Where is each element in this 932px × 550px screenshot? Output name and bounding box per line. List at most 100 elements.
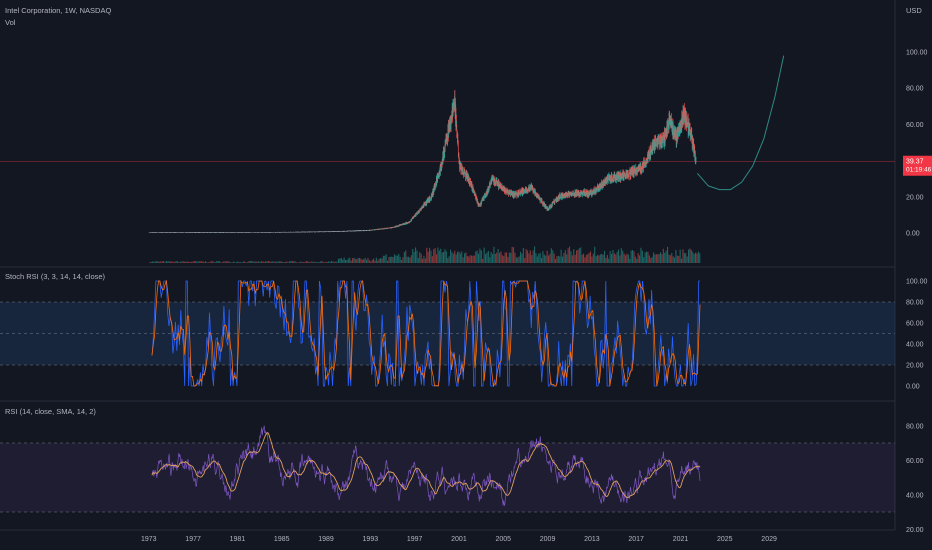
volume-bar bbox=[598, 255, 600, 263]
volume-bar bbox=[254, 262, 256, 263]
volume-bar bbox=[196, 261, 198, 263]
rsi-axis-tick-label: 60.00 bbox=[906, 458, 924, 465]
volume-bar bbox=[518, 256, 520, 263]
volume-bar bbox=[384, 255, 386, 263]
volume-bar bbox=[606, 254, 608, 263]
volume-bar bbox=[347, 258, 349, 263]
projection-curve bbox=[696, 55, 785, 191]
volume-bar bbox=[654, 254, 656, 263]
volume-bar bbox=[305, 260, 307, 263]
volume-bar bbox=[343, 257, 345, 263]
symbol-title[interactable]: Intel Corporation, 1W, NASDAQ bbox=[5, 6, 112, 15]
volume-bar bbox=[177, 261, 179, 263]
volume-bar bbox=[354, 258, 356, 263]
volume-bar bbox=[364, 257, 366, 263]
volume-bar bbox=[587, 254, 589, 263]
volume-bar bbox=[307, 261, 309, 263]
volume-bar bbox=[314, 261, 316, 263]
volume-bar bbox=[618, 249, 620, 263]
volume-bar bbox=[674, 257, 676, 263]
volume-bar bbox=[186, 261, 188, 263]
volume-bar bbox=[478, 253, 480, 263]
volume-bar bbox=[490, 251, 492, 263]
volume-bar bbox=[550, 248, 552, 263]
volume-bar bbox=[346, 260, 348, 263]
volume-bar bbox=[651, 256, 653, 263]
volume-label[interactable]: Vol bbox=[5, 18, 16, 27]
volume-bar bbox=[648, 255, 650, 263]
volume-bar bbox=[333, 261, 335, 263]
volume-bar bbox=[667, 246, 669, 263]
volume-bar bbox=[161, 261, 163, 263]
stoch-rsi-title[interactable]: Stoch RSI (3, 3, 14, 14, close) bbox=[5, 272, 106, 281]
volume-bar bbox=[258, 261, 260, 263]
volume-bar bbox=[301, 262, 303, 263]
volume-bar bbox=[249, 261, 251, 263]
time-axis-tick-label: 2005 bbox=[495, 536, 511, 543]
volume-bar bbox=[636, 258, 638, 263]
volume-bar bbox=[153, 261, 155, 263]
volume-bar bbox=[585, 254, 587, 263]
volume-bar bbox=[422, 258, 424, 263]
volume-bar bbox=[311, 261, 313, 263]
rsi-ma-line bbox=[151, 432, 701, 499]
volume-bar bbox=[531, 255, 533, 263]
volume-bar bbox=[664, 252, 666, 263]
volume-bar bbox=[276, 261, 278, 263]
volume-bar bbox=[233, 261, 235, 263]
volume-bar bbox=[234, 262, 236, 263]
volume-bar bbox=[387, 260, 389, 263]
volume-bar bbox=[686, 256, 688, 263]
volume-bar bbox=[511, 246, 513, 263]
volume-bar bbox=[367, 257, 369, 263]
volume-bar bbox=[242, 261, 244, 263]
volume-bar bbox=[492, 254, 494, 263]
volume-bar bbox=[290, 261, 292, 263]
volume-bar bbox=[580, 247, 582, 263]
volume-bar bbox=[318, 261, 320, 263]
volume-bar bbox=[678, 256, 680, 263]
volume-bar bbox=[396, 255, 398, 263]
volume-bar bbox=[430, 250, 432, 263]
volume-bar bbox=[683, 253, 685, 263]
volume-bar bbox=[471, 255, 473, 263]
volume-bar bbox=[532, 250, 534, 263]
volume-bar bbox=[501, 255, 503, 263]
volume-bar bbox=[493, 246, 495, 263]
volume-bar bbox=[692, 251, 694, 263]
volume-bar bbox=[160, 261, 162, 263]
bar-countdown: 01:19:46 bbox=[906, 167, 932, 174]
volume-bar bbox=[483, 247, 485, 263]
volume-bar bbox=[454, 250, 456, 263]
volume-bar bbox=[283, 262, 285, 263]
volume-bar bbox=[338, 258, 340, 263]
volume-bar bbox=[181, 261, 183, 263]
volume-bar bbox=[591, 256, 593, 263]
volume-bar bbox=[545, 255, 547, 263]
volume-bar bbox=[608, 258, 610, 263]
time-axis-tick-label: 1997 bbox=[407, 536, 423, 543]
volume-bar bbox=[634, 256, 636, 263]
volume-bar bbox=[413, 251, 415, 263]
volume-bar bbox=[668, 254, 670, 263]
volume-bar bbox=[286, 261, 288, 263]
volume-bar bbox=[370, 261, 372, 263]
volume-bar bbox=[672, 256, 674, 263]
volume-bar bbox=[436, 254, 438, 263]
rsi-title[interactable]: RSI (14, close, SMA, 14, 2) bbox=[5, 407, 96, 416]
volume-bar bbox=[360, 258, 362, 263]
volume-bar bbox=[356, 259, 358, 263]
volume-bar bbox=[517, 257, 519, 263]
volume-bar bbox=[357, 257, 359, 263]
volume-bars bbox=[149, 246, 701, 263]
volume-bar bbox=[536, 256, 538, 263]
volume-bar bbox=[688, 249, 690, 263]
volume-bar bbox=[248, 261, 250, 263]
volume-bar bbox=[284, 261, 286, 263]
volume-bar bbox=[293, 261, 295, 263]
volume-bar bbox=[308, 261, 310, 263]
volume-bar bbox=[188, 261, 190, 263]
volume-bar bbox=[220, 262, 222, 263]
volume-bar bbox=[244, 261, 246, 263]
